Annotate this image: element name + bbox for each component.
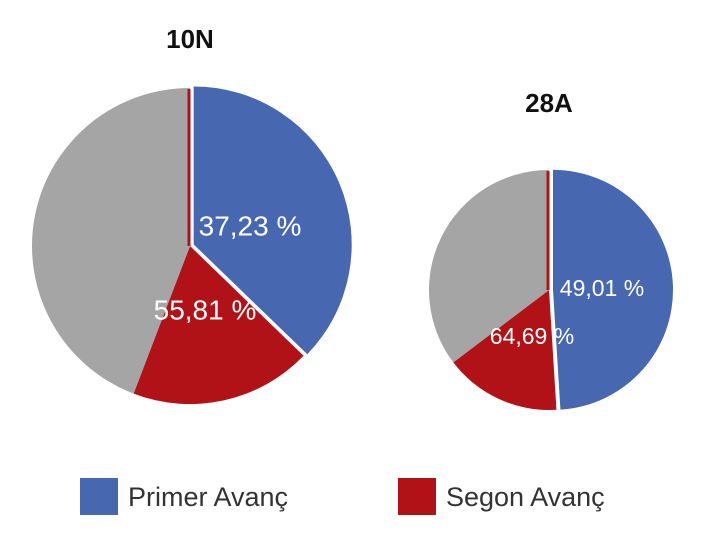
- legend-swatch-primer: [80, 478, 118, 515]
- pie-slice-segon-avan-: [453, 290, 557, 410]
- chart-title-10n: 10N: [166, 24, 214, 54]
- data-label: 64,69 %: [490, 323, 574, 349]
- pie-slice-resta: [429, 170, 549, 363]
- pie-slice-resta: [31, 88, 191, 394]
- data-label: 37,23 %: [199, 210, 302, 241]
- pie-28a: 49,01 % 64,69 %: [429, 169, 673, 410]
- pie-slice-primer-avan-: [552, 169, 673, 410]
- pie-10n: 37,23 % 55,81 %: [31, 86, 352, 405]
- chart-title-28a: 28A: [525, 88, 573, 118]
- data-label: 55,81 %: [154, 294, 257, 325]
- legend-label-primer: Primer Avanç: [128, 482, 288, 512]
- legend-label-segon: Segon Avanç: [446, 482, 605, 512]
- pie-slice-primer-avan-: [193, 86, 352, 355]
- pie-slice-segon-avan-: [133, 246, 304, 405]
- data-label: 49,01 %: [560, 275, 644, 301]
- legend-swatch-segon: [398, 478, 436, 515]
